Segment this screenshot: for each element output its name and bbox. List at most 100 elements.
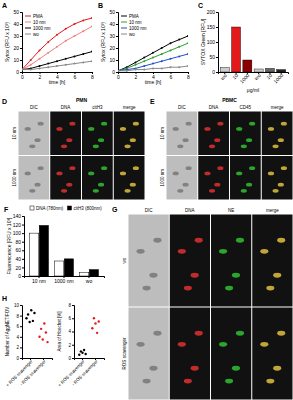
legend-swatch	[25, 34, 31, 35]
column-label: DIC	[30, 105, 39, 110]
column-label: DIC	[145, 208, 154, 213]
tick: 8	[91, 72, 94, 80]
panel-letter: E	[150, 98, 155, 105]
point	[187, 53, 188, 55]
bar	[64, 259, 73, 276]
stain	[56, 172, 62, 176]
chart: 0102030405002468PMA10 nm1000 nmwoASytox …	[2, 2, 94, 85]
stain	[182, 183, 188, 187]
tick-label: 2	[39, 74, 42, 80]
point	[39, 67, 41, 69]
tick: - ROS scavenger	[19, 358, 47, 387]
point	[152, 63, 154, 65]
chart: 02040608010012014010 nm1000 nmwoDNA (780…	[4, 206, 105, 284]
tick-label: 40	[109, 21, 115, 27]
tick-label: 0	[68, 356, 71, 361]
tick-mark	[116, 60, 118, 61]
point	[170, 66, 172, 68]
stain	[266, 379, 274, 384]
point	[22, 69, 23, 71]
stain	[184, 286, 192, 291]
tick-label: 1000	[238, 72, 250, 84]
tick-mark	[20, 358, 22, 359]
tick: 60	[15, 247, 24, 253]
stain	[153, 238, 161, 243]
stain	[214, 138, 220, 142]
point	[126, 70, 128, 72]
y-axis-title: Area of Hoechst [%]	[57, 311, 62, 351]
point	[39, 49, 41, 51]
tick-mark	[22, 233, 24, 234]
point	[170, 49, 172, 51]
panel-letter: G	[112, 206, 118, 213]
micrograph	[170, 308, 210, 400]
legend-label: 1000 nm	[129, 26, 147, 31]
stain	[130, 138, 136, 142]
legend-label: 10 nm	[129, 20, 142, 25]
point	[187, 42, 188, 44]
tick-label: 6	[74, 74, 77, 80]
legend-label: PMA	[129, 14, 139, 19]
stain	[133, 122, 139, 126]
stain	[34, 183, 40, 187]
point	[187, 65, 188, 67]
stain	[278, 138, 284, 142]
line	[22, 26, 92, 69]
point	[78, 353, 80, 355]
tick-mark	[216, 27, 218, 28]
stain	[153, 331, 161, 336]
stain	[191, 273, 199, 278]
stain	[219, 342, 227, 347]
point	[65, 58, 67, 60]
point	[143, 69, 145, 71]
tick: wo	[219, 72, 228, 81]
stain	[214, 183, 220, 187]
point	[39, 58, 41, 60]
tick-label: 50	[13, 9, 19, 15]
tick-label: 10	[14, 303, 20, 308]
legend-swatch	[30, 206, 34, 210]
legend-label: citH3 (800nm)	[74, 206, 103, 211]
legend-label: DNA (780nm)	[36, 206, 64, 211]
tick-label: 0	[21, 74, 24, 80]
micrograph	[262, 112, 293, 156]
stain	[178, 249, 186, 254]
legend-swatch	[25, 22, 31, 23]
tick: 8	[187, 72, 190, 80]
micrograph	[198, 156, 229, 200]
point	[143, 57, 145, 59]
column-label: citH3	[92, 105, 103, 110]
column-label: DNA	[185, 208, 195, 213]
tick-mark	[22, 267, 24, 268]
tick-mark	[116, 24, 118, 25]
stain	[98, 183, 104, 187]
tick-mark	[22, 225, 24, 226]
point	[84, 353, 86, 355]
stain	[236, 172, 242, 176]
stain	[69, 166, 75, 170]
micrograph	[129, 308, 169, 400]
axis-line	[116, 13, 119, 73]
tick-mark	[20, 316, 22, 317]
point	[91, 60, 92, 62]
point	[143, 60, 145, 62]
plot-area	[118, 35, 188, 72]
legend-label: PMA	[33, 14, 43, 19]
stain	[278, 183, 284, 187]
tick: 100	[13, 230, 24, 236]
background	[0, 0, 293, 400]
tick: 50	[13, 9, 22, 15]
stain	[182, 138, 188, 142]
point	[43, 322, 45, 324]
tick: 6	[16, 324, 22, 329]
tick-label: 20	[13, 45, 19, 51]
tick: - ROS scavenger	[71, 358, 99, 387]
point	[91, 51, 92, 53]
stain	[236, 331, 244, 336]
stain	[268, 172, 274, 176]
x-axis: + ROS scavenger- ROS scavenger	[5, 358, 53, 388]
row-label: 10 nm	[12, 127, 17, 140]
bar	[220, 68, 229, 73]
tick: 140	[13, 213, 24, 219]
tick: 1000	[238, 72, 250, 84]
